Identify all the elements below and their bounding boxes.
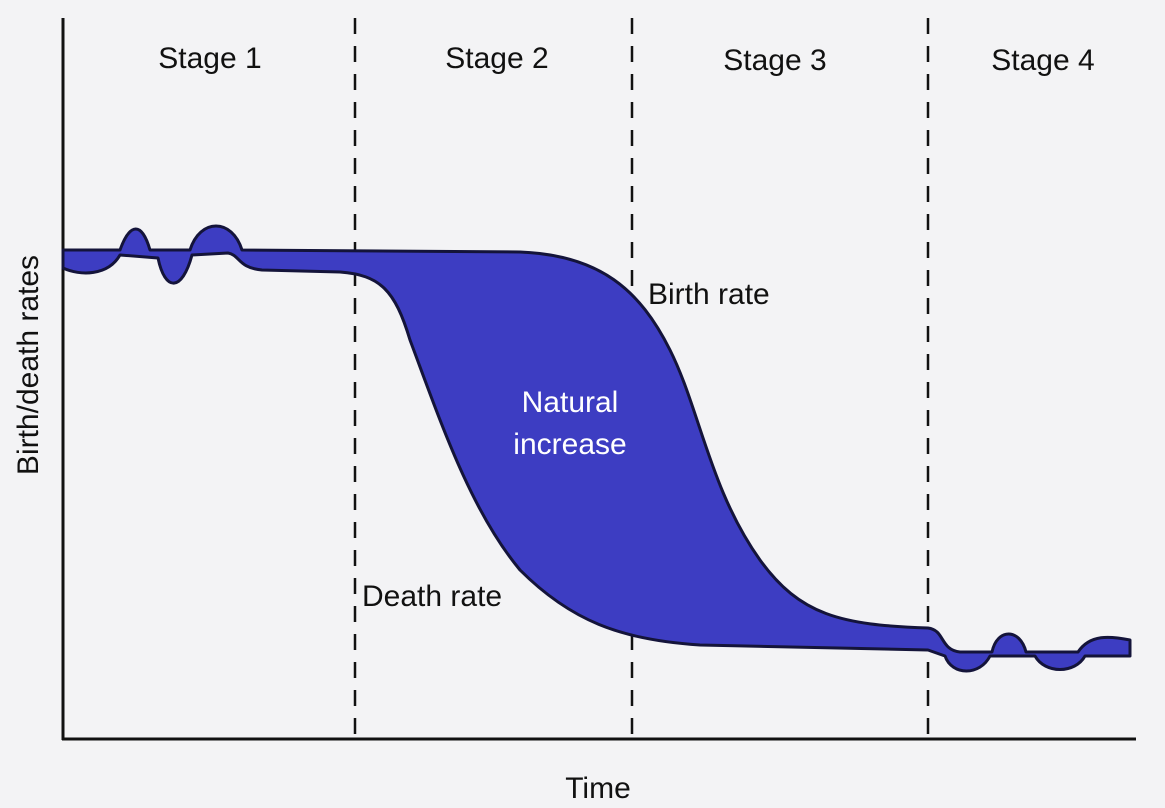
stage-label: Stage 1 — [158, 42, 261, 75]
natural-increase-label: increase — [513, 428, 626, 461]
stage-label: Stage 3 — [723, 44, 826, 77]
natural-increase-area — [61, 224, 1132, 673]
x-axis-label: Time — [565, 772, 631, 805]
stage-label: Stage 2 — [445, 42, 548, 75]
death-rate-label: Death rate — [362, 580, 502, 613]
natural-increase-label: Natural — [522, 386, 619, 419]
birth-rate-label: Birth rate — [648, 278, 770, 311]
stage-label: Stage 4 — [991, 44, 1094, 77]
y-axis-label: Birth/death rates — [12, 255, 45, 475]
